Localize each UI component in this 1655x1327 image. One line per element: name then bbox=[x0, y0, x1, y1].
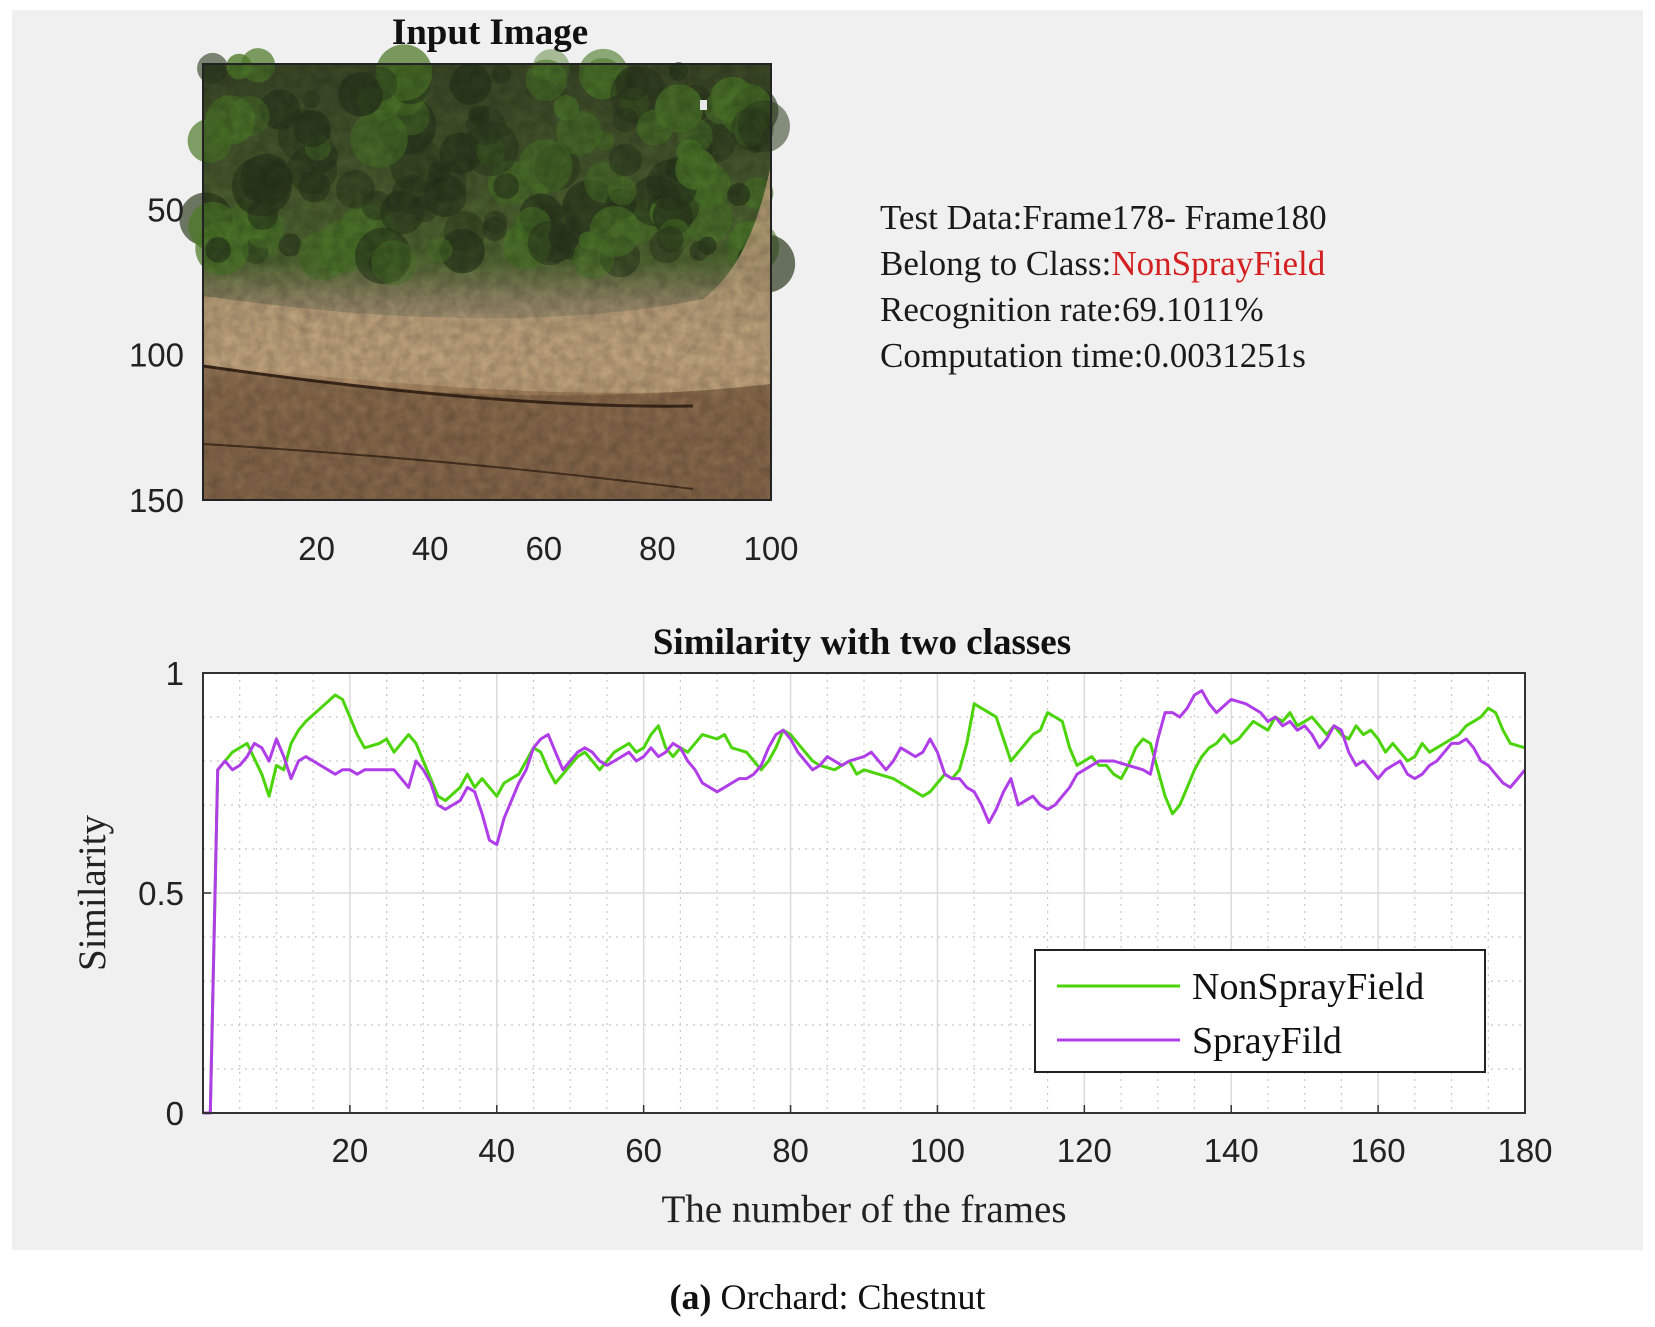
test-data-label: Test Data: bbox=[880, 198, 1023, 237]
y-tick-labels: 00.51 bbox=[138, 655, 211, 1132]
computation-time-line: Computation time:0.0031251s bbox=[880, 333, 1327, 379]
legend-label: NonSprayField bbox=[1192, 966, 1424, 1008]
y-tick-label: 0.5 bbox=[138, 875, 184, 912]
y-tick-label: 0 bbox=[166, 1095, 184, 1132]
x-tick-label: 120 bbox=[1057, 1132, 1112, 1169]
series-line-sprayfild bbox=[203, 689, 1527, 1115]
white-marker bbox=[700, 100, 707, 110]
image-x-tick-label: 20 bbox=[298, 530, 335, 567]
x-tick-label: 80 bbox=[772, 1132, 809, 1169]
input-image-picture bbox=[179, 44, 796, 500]
test-data-value: Frame178- Frame180 bbox=[1022, 198, 1327, 237]
input-image-frame bbox=[202, 63, 772, 501]
input-image-y-ticks: 50 100 150 bbox=[129, 191, 184, 519]
image-x-tick-label: 80 bbox=[639, 530, 676, 567]
legend: NonSprayField SprayFild bbox=[1034, 949, 1486, 1073]
similarity-chart: Similarity with two classes 20 40 60 80 100 1… bbox=[71, 622, 1553, 1231]
image-x-tick-label: 100 bbox=[743, 530, 798, 567]
recognition-info: Test Data:Frame178- Frame180 Belong to C… bbox=[880, 195, 1327, 379]
class-label: Belong to Class: bbox=[880, 244, 1112, 283]
x-tick-labels: 20 40 60 80 100 120 140 160 180 bbox=[332, 1105, 1553, 1169]
recognition-rate-value: 69.1011% bbox=[1122, 290, 1264, 329]
image-y-tick-label: 100 bbox=[129, 337, 184, 374]
x-axis-label: The number of the frames bbox=[661, 1188, 1066, 1231]
figure-caption: (a) Orchard: Chestnut bbox=[0, 1276, 1655, 1318]
computation-time-value: 0.0031251s bbox=[1143, 336, 1306, 375]
x-tick-label: 20 bbox=[332, 1132, 369, 1169]
input-image-title: Input Image bbox=[392, 12, 588, 53]
x-tick-label: 40 bbox=[478, 1132, 515, 1169]
series-lines bbox=[203, 689, 1527, 1115]
x-tick-label: 140 bbox=[1204, 1132, 1259, 1169]
x-tick-label: 180 bbox=[1497, 1132, 1552, 1169]
y-tick-label: 1 bbox=[166, 655, 184, 692]
class-line: Belong to Class:NonSprayField bbox=[880, 241, 1327, 287]
test-data-line: Test Data:Frame178- Frame180 bbox=[880, 195, 1327, 241]
series-line-nonsprayfield bbox=[203, 693, 1526, 1115]
class-value: NonSprayField bbox=[1111, 244, 1326, 283]
computation-time-label: Computation time: bbox=[880, 336, 1144, 375]
chart-title: Similarity with two classes bbox=[653, 622, 1071, 663]
caption-text: Orchard: Chestnut bbox=[711, 1277, 986, 1317]
image-texture bbox=[203, 64, 771, 500]
input-image-x-ticks: 20 40 60 80 100 bbox=[298, 530, 798, 567]
image-y-tick-label: 50 bbox=[147, 191, 184, 228]
legend-box bbox=[1034, 949, 1486, 1073]
recognition-rate-line: Recognition rate:69.1011% bbox=[880, 287, 1327, 333]
input-image-panel: Input Image 20 40 60 80 100 50 100 150 bbox=[129, 12, 799, 567]
x-tick-label: 100 bbox=[910, 1132, 965, 1169]
image-x-tick-label: 40 bbox=[412, 530, 449, 567]
legend-label: SprayFild bbox=[1192, 1020, 1342, 1062]
y-axis-label: Similarity bbox=[71, 815, 114, 972]
image-y-tick-label: 150 bbox=[129, 482, 184, 519]
x-tick-label: 60 bbox=[625, 1132, 662, 1169]
image-x-tick-label: 60 bbox=[525, 530, 562, 567]
caption-label: (a) bbox=[669, 1277, 712, 1317]
x-tick-label: 160 bbox=[1351, 1132, 1406, 1169]
recognition-rate-label: Recognition rate: bbox=[880, 290, 1123, 329]
